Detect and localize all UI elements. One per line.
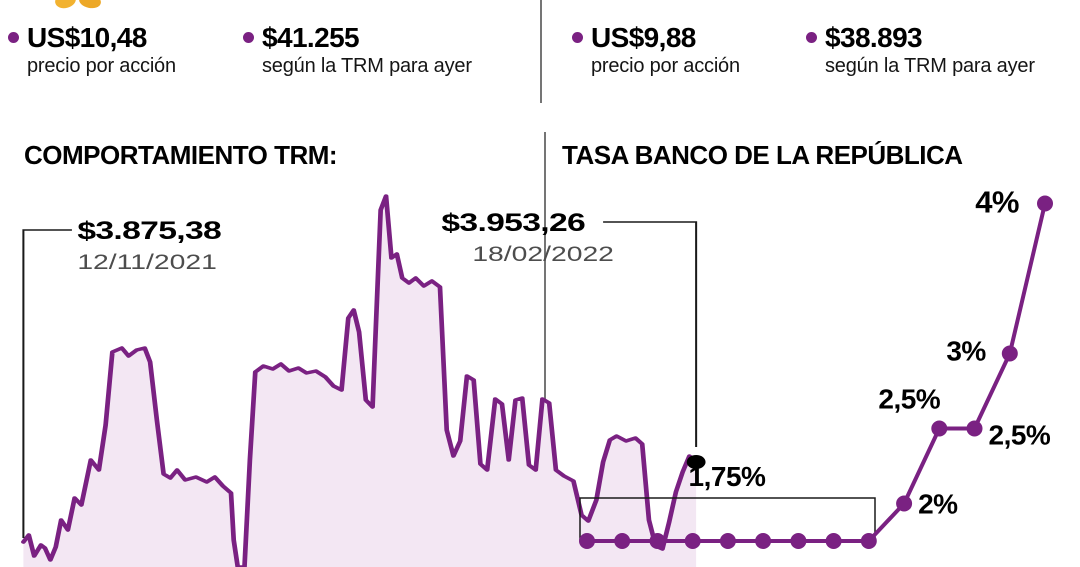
rate-line-chart: 1,75% 2%2,5%2,5%3%4% [579, 185, 1053, 549]
rate-point-dot [755, 533, 772, 549]
rate-point-dot [966, 420, 983, 437]
stat-value: $38.893 [825, 22, 923, 53]
stat-right-cop-price: $38.893 según la TRM para ayer [806, 22, 1035, 78]
trm-area-fill [23, 196, 697, 567]
bullet-icon [572, 32, 583, 43]
rate-point-dot [825, 533, 842, 549]
bullet-icon [243, 32, 254, 43]
rate-point-label: 2% [918, 489, 958, 520]
rate-point-label: 4% [975, 185, 1019, 220]
annotation-end-value: $3.953,26 [441, 209, 585, 237]
rate-line [585, 201, 1047, 543]
bullet-icon [806, 32, 817, 43]
trm-area-chart: $3.875,38 12/11/2021 $3.953,26 18/02/202… [21, 194, 706, 567]
rate-point-dot [614, 533, 631, 549]
rate-point-dot [860, 533, 877, 549]
cropped-logo-fragment [55, 0, 103, 10]
rate-point-label: 2,5% [989, 420, 1051, 451]
rate-point-dot [684, 533, 701, 549]
stat-right-usd-price: US$9,88 precio por acción [572, 22, 740, 78]
stat-value: $41.255 [262, 22, 360, 53]
flat-segment-bracket [579, 497, 876, 540]
stat-label: según la TRM para ayer [825, 55, 1035, 78]
annotation-start-date: 12/11/2021 [77, 250, 216, 274]
top-panel-divider [540, 0, 542, 103]
rate-point-label: 3% [946, 336, 986, 367]
rate-point-dot [790, 533, 807, 549]
rate-point-dot [931, 420, 948, 437]
stat-value: US$10,48 [27, 22, 147, 53]
bullet-icon [8, 32, 19, 43]
stat-label: según la TRM para ayer [262, 55, 472, 78]
trm-chart-title: COMPORTAMIENTO TRM: [24, 140, 338, 170]
rate-point-dot [579, 533, 595, 549]
stat-value: US$9,88 [591, 22, 696, 53]
rate-point-dot [896, 495, 913, 512]
logo-blob-icon [77, 0, 103, 10]
logo-blob-icon [55, 0, 78, 10]
rate-chart-title: TASA BANCO DE LA REPÚBLICA [562, 140, 963, 170]
annotation-start-leader [22, 229, 72, 538]
rate-point-dot [719, 533, 736, 549]
annotation-end-date: 18/02/2022 [472, 242, 614, 266]
stat-label: precio por acción [27, 55, 176, 78]
stat-left-cop-price: $41.255 según la TRM para ayer [243, 22, 472, 78]
stat-left-usd-price: US$10,48 precio por acción [8, 22, 176, 78]
stat-label: precio por acción [591, 55, 740, 78]
rate-point-label: 2,5% [878, 384, 940, 415]
rate-point-dot [1037, 195, 1053, 212]
rate-point-dot [649, 533, 666, 549]
rate-point-dot [1001, 345, 1018, 362]
chart-section-divider [544, 132, 546, 567]
annotation-end-leader [603, 221, 698, 447]
annotation-start-value: $3.875,38 [77, 217, 221, 245]
trm-line [21, 194, 699, 567]
trm-endpoint-dot [686, 455, 706, 469]
flat-segment-label: 1,75% [689, 461, 766, 492]
